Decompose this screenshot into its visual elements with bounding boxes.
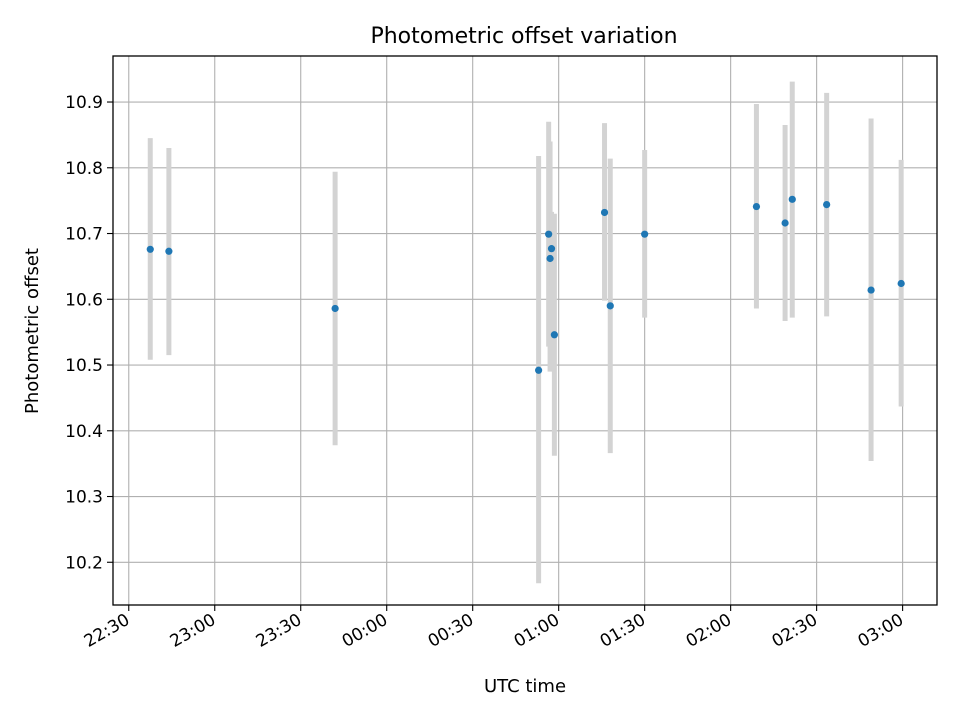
- y-tick-label: 10.8: [65, 159, 103, 179]
- plot-frame: [112, 55, 938, 606]
- data-point: [545, 230, 553, 238]
- data-point: [331, 304, 339, 313]
- data-point: [641, 230, 649, 238]
- y-tick-label: 10.3: [65, 488, 103, 508]
- y-tick-label: 10.2: [65, 553, 103, 573]
- data-point: [781, 219, 789, 227]
- y-tick-label: 10.5: [65, 356, 103, 376]
- data-point: [600, 208, 609, 217]
- data-points: [146, 195, 905, 374]
- x-axis-label: UTC time: [484, 676, 566, 697]
- data-point: [146, 245, 154, 253]
- data-point: [546, 254, 554, 263]
- chart-title: Photometric offset variation: [370, 24, 677, 49]
- y-axis-label: Photometric offset: [22, 248, 43, 414]
- data-point: [823, 200, 831, 209]
- data-point: [547, 245, 556, 253]
- data-point: [897, 279, 905, 288]
- data-point: [752, 202, 761, 211]
- data-point: [550, 331, 558, 339]
- grid: [113, 56, 937, 605]
- y-tick-label: 10.4: [65, 422, 103, 442]
- y-tick-label: 10.7: [65, 225, 103, 245]
- data-point: [606, 302, 614, 310]
- data-point: [788, 195, 796, 203]
- data-point: [535, 366, 543, 374]
- y-tick-label: 10.6: [65, 290, 103, 310]
- data-point: [867, 286, 875, 294]
- data-point: [165, 247, 173, 255]
- y-tick-label: 10.9: [65, 93, 103, 113]
